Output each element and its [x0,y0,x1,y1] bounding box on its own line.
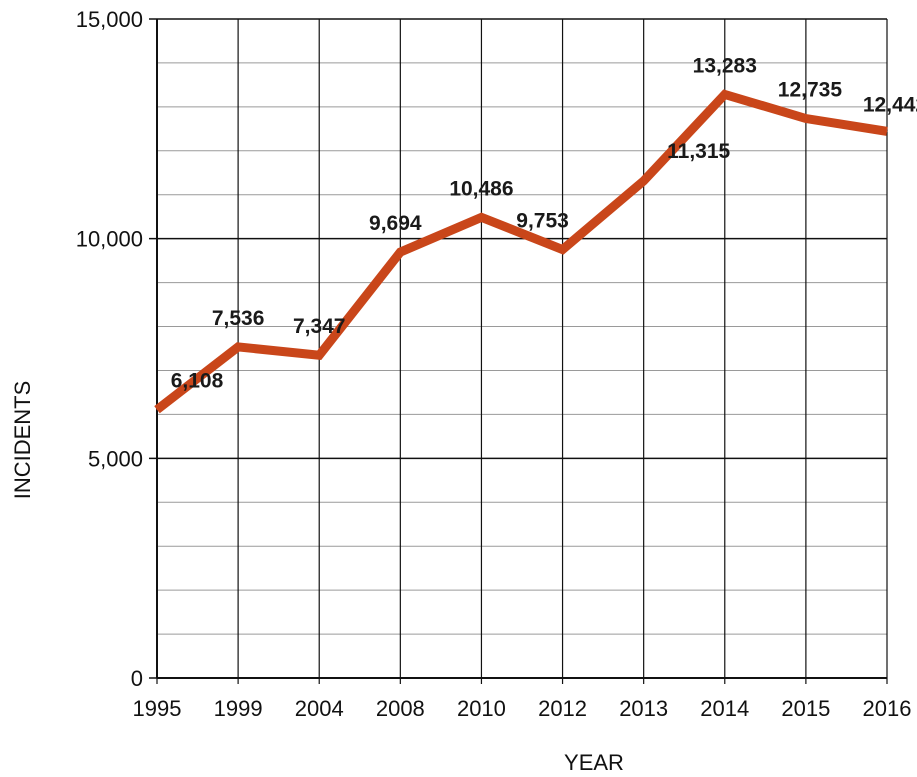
data-point [237,346,239,348]
x-tick-label: 2004 [295,696,344,721]
x-tick-label: 2010 [457,696,506,721]
data-label: 10,486 [449,177,513,200]
x-tick-label: 2014 [700,696,749,721]
data-label: 9,753 [516,210,569,233]
x-tick-label: 1995 [133,696,182,721]
x-tick-label: 2008 [376,696,425,721]
y-axis-title: INCIDENTS [10,381,35,500]
data-label: 9,694 [369,212,422,235]
data-point [886,130,888,132]
data-point [805,118,807,120]
data-label: 12,442 [863,93,917,116]
axes [156,19,887,679]
data-label: 12,735 [778,79,843,102]
data-point [156,409,158,411]
series-line [154,89,888,414]
data-point [724,93,726,95]
y-tick-label: 5,000 [88,446,143,471]
data-label: 11,315 [667,140,730,163]
data-label: 7,536 [212,307,265,330]
data-label: 13,283 [693,54,757,77]
x-tick-labels: 1995 1999 2004 2008 2010 2012 2013 2014 2015 2016 [133,696,912,721]
x-tick-label: 1999 [214,696,263,721]
minor-gridlines [157,62,887,635]
data-point [562,249,564,251]
x-tick-label: 2013 [619,696,668,721]
y-tick-label: 0 [131,666,143,691]
y-tick-labels: 0 5,000 10,000 15,000 [76,7,143,691]
data-label: 7,347 [293,315,346,338]
data-point [643,180,645,182]
x-tick-label: 2012 [538,696,587,721]
y-tick-label: 15,000 [76,7,143,32]
data-label: 6,108 [171,370,224,393]
data-point [480,216,482,218]
series-group [154,89,888,414]
x-tick-label: 2015 [781,696,830,721]
data-point [318,354,320,356]
y-tick-label: 10,000 [76,227,143,252]
x-axis-title: YEAR [564,750,624,775]
x-tick-label: 2016 [863,696,912,721]
data-point [399,251,401,253]
